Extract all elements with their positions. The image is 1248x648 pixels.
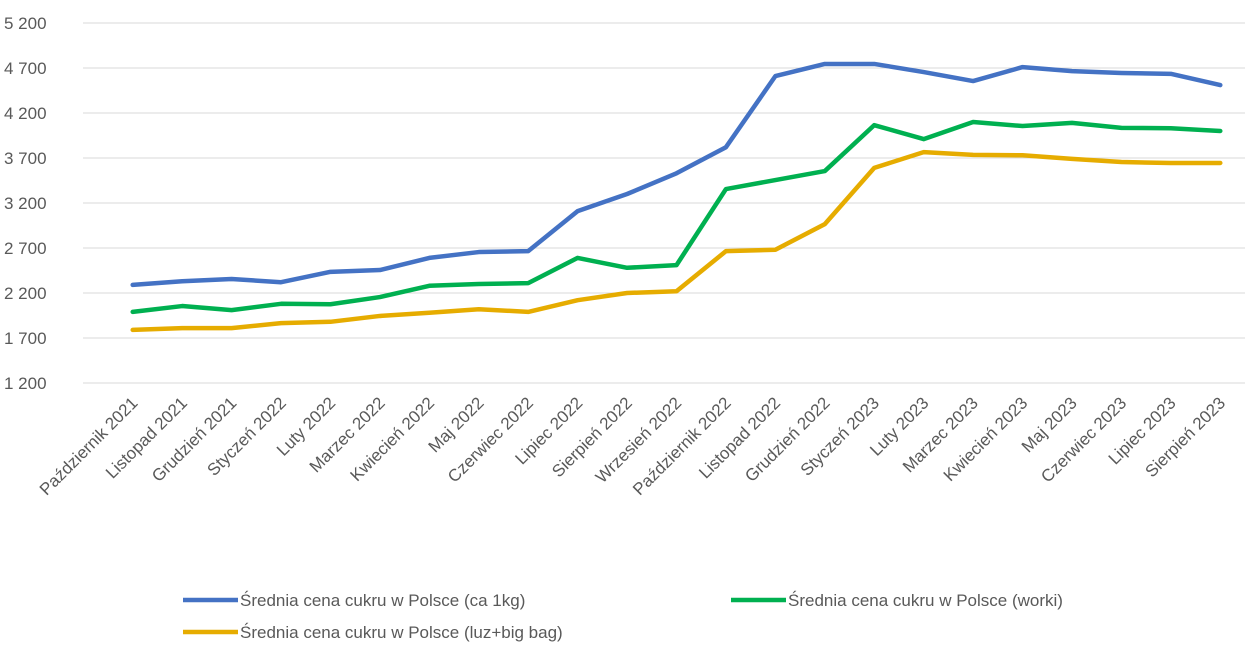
line: [130, 61, 1223, 288]
y-tick-label: 4 700: [4, 59, 47, 78]
line: [130, 149, 1223, 333]
x-tick-label: Wrzesień 2022: [592, 393, 685, 486]
y-tick-label: 3 200: [4, 194, 47, 213]
line: [130, 119, 1223, 315]
x-tick-label: Czerwiec 2023: [1037, 393, 1130, 486]
y-tick-label: 5 200: [4, 14, 47, 33]
y-tick-label: 2 700: [4, 239, 47, 258]
y-tick-label: 3 700: [4, 149, 47, 168]
legend-label: Średnia cena cukru w Polsce (worki): [788, 591, 1063, 610]
y-tick-label: 4 200: [4, 104, 47, 123]
y-tick-label: 2 200: [4, 284, 47, 303]
y-tick-label: 1 700: [4, 329, 47, 348]
y-tick-label: 1 200: [4, 374, 47, 393]
x-tick-label: Czerwiec 2022: [444, 393, 537, 486]
legend-label: Średnia cena cukru w Polsce (luz+big bag…: [240, 623, 563, 642]
x-tick-label: Grudzień 2021: [148, 393, 240, 485]
legend-label: Średnia cena cukru w Polsce (ca 1kg): [240, 591, 525, 610]
x-tick-label: Grudzień 2022: [741, 393, 833, 485]
